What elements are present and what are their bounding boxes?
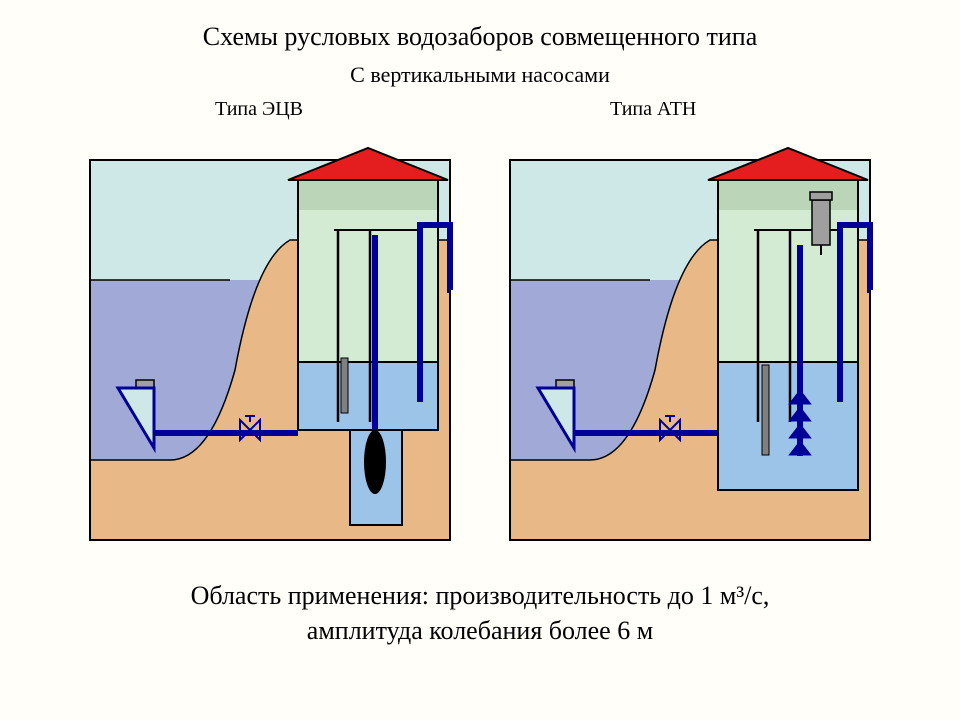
footer-text: Область применения: производительность д… (0, 578, 960, 648)
page-subtitle: С вертикальными насосами (0, 62, 960, 88)
label-type-ecv: Типа ЭЦВ (215, 98, 303, 121)
page-title: Схемы русловых водозаборов совмещенного … (0, 0, 960, 52)
label-type-atn: Типа АТН (610, 98, 696, 121)
type-labels-row: Типа ЭЦВ Типа АТН (0, 98, 960, 128)
diagram-atn (500, 130, 880, 550)
footer-line-1: Область применения: производительность д… (0, 578, 960, 613)
footer-line-2: амплитуда колебания более 6 м (0, 613, 960, 648)
diagram-ecv (80, 130, 460, 550)
diagrams-row (0, 130, 960, 550)
